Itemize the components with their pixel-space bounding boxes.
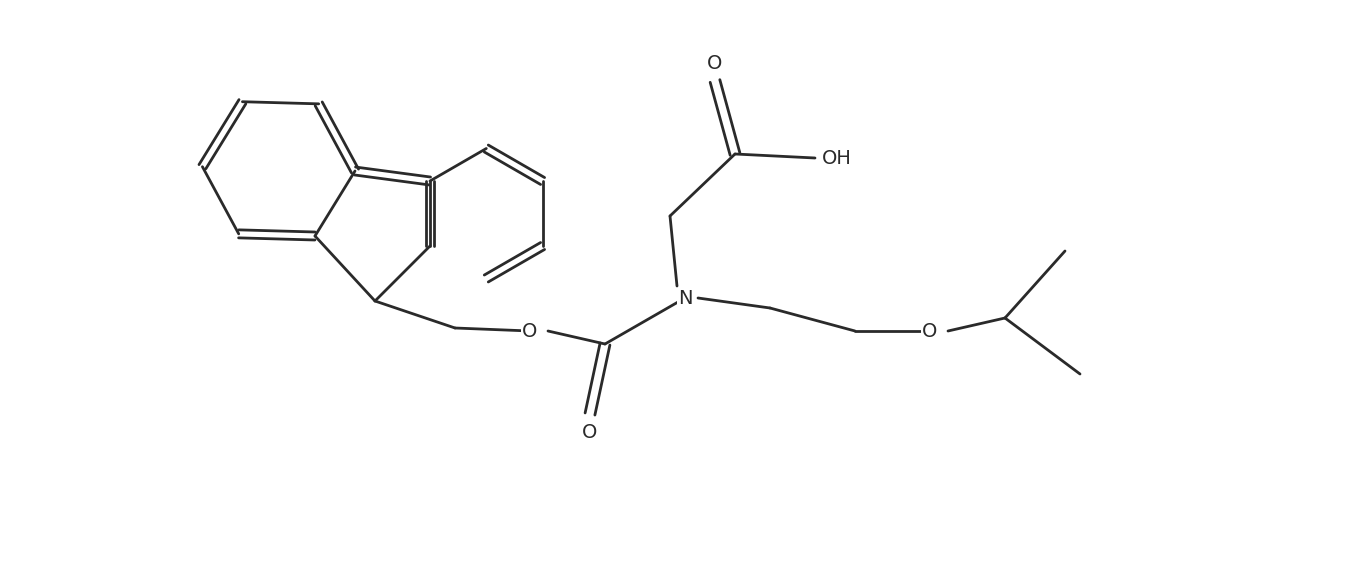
Text: O: O: [582, 423, 598, 441]
Text: O: O: [708, 53, 723, 73]
Text: N: N: [678, 288, 693, 308]
Text: O: O: [923, 322, 938, 340]
Text: OH: OH: [823, 148, 852, 168]
Text: O: O: [522, 322, 537, 340]
